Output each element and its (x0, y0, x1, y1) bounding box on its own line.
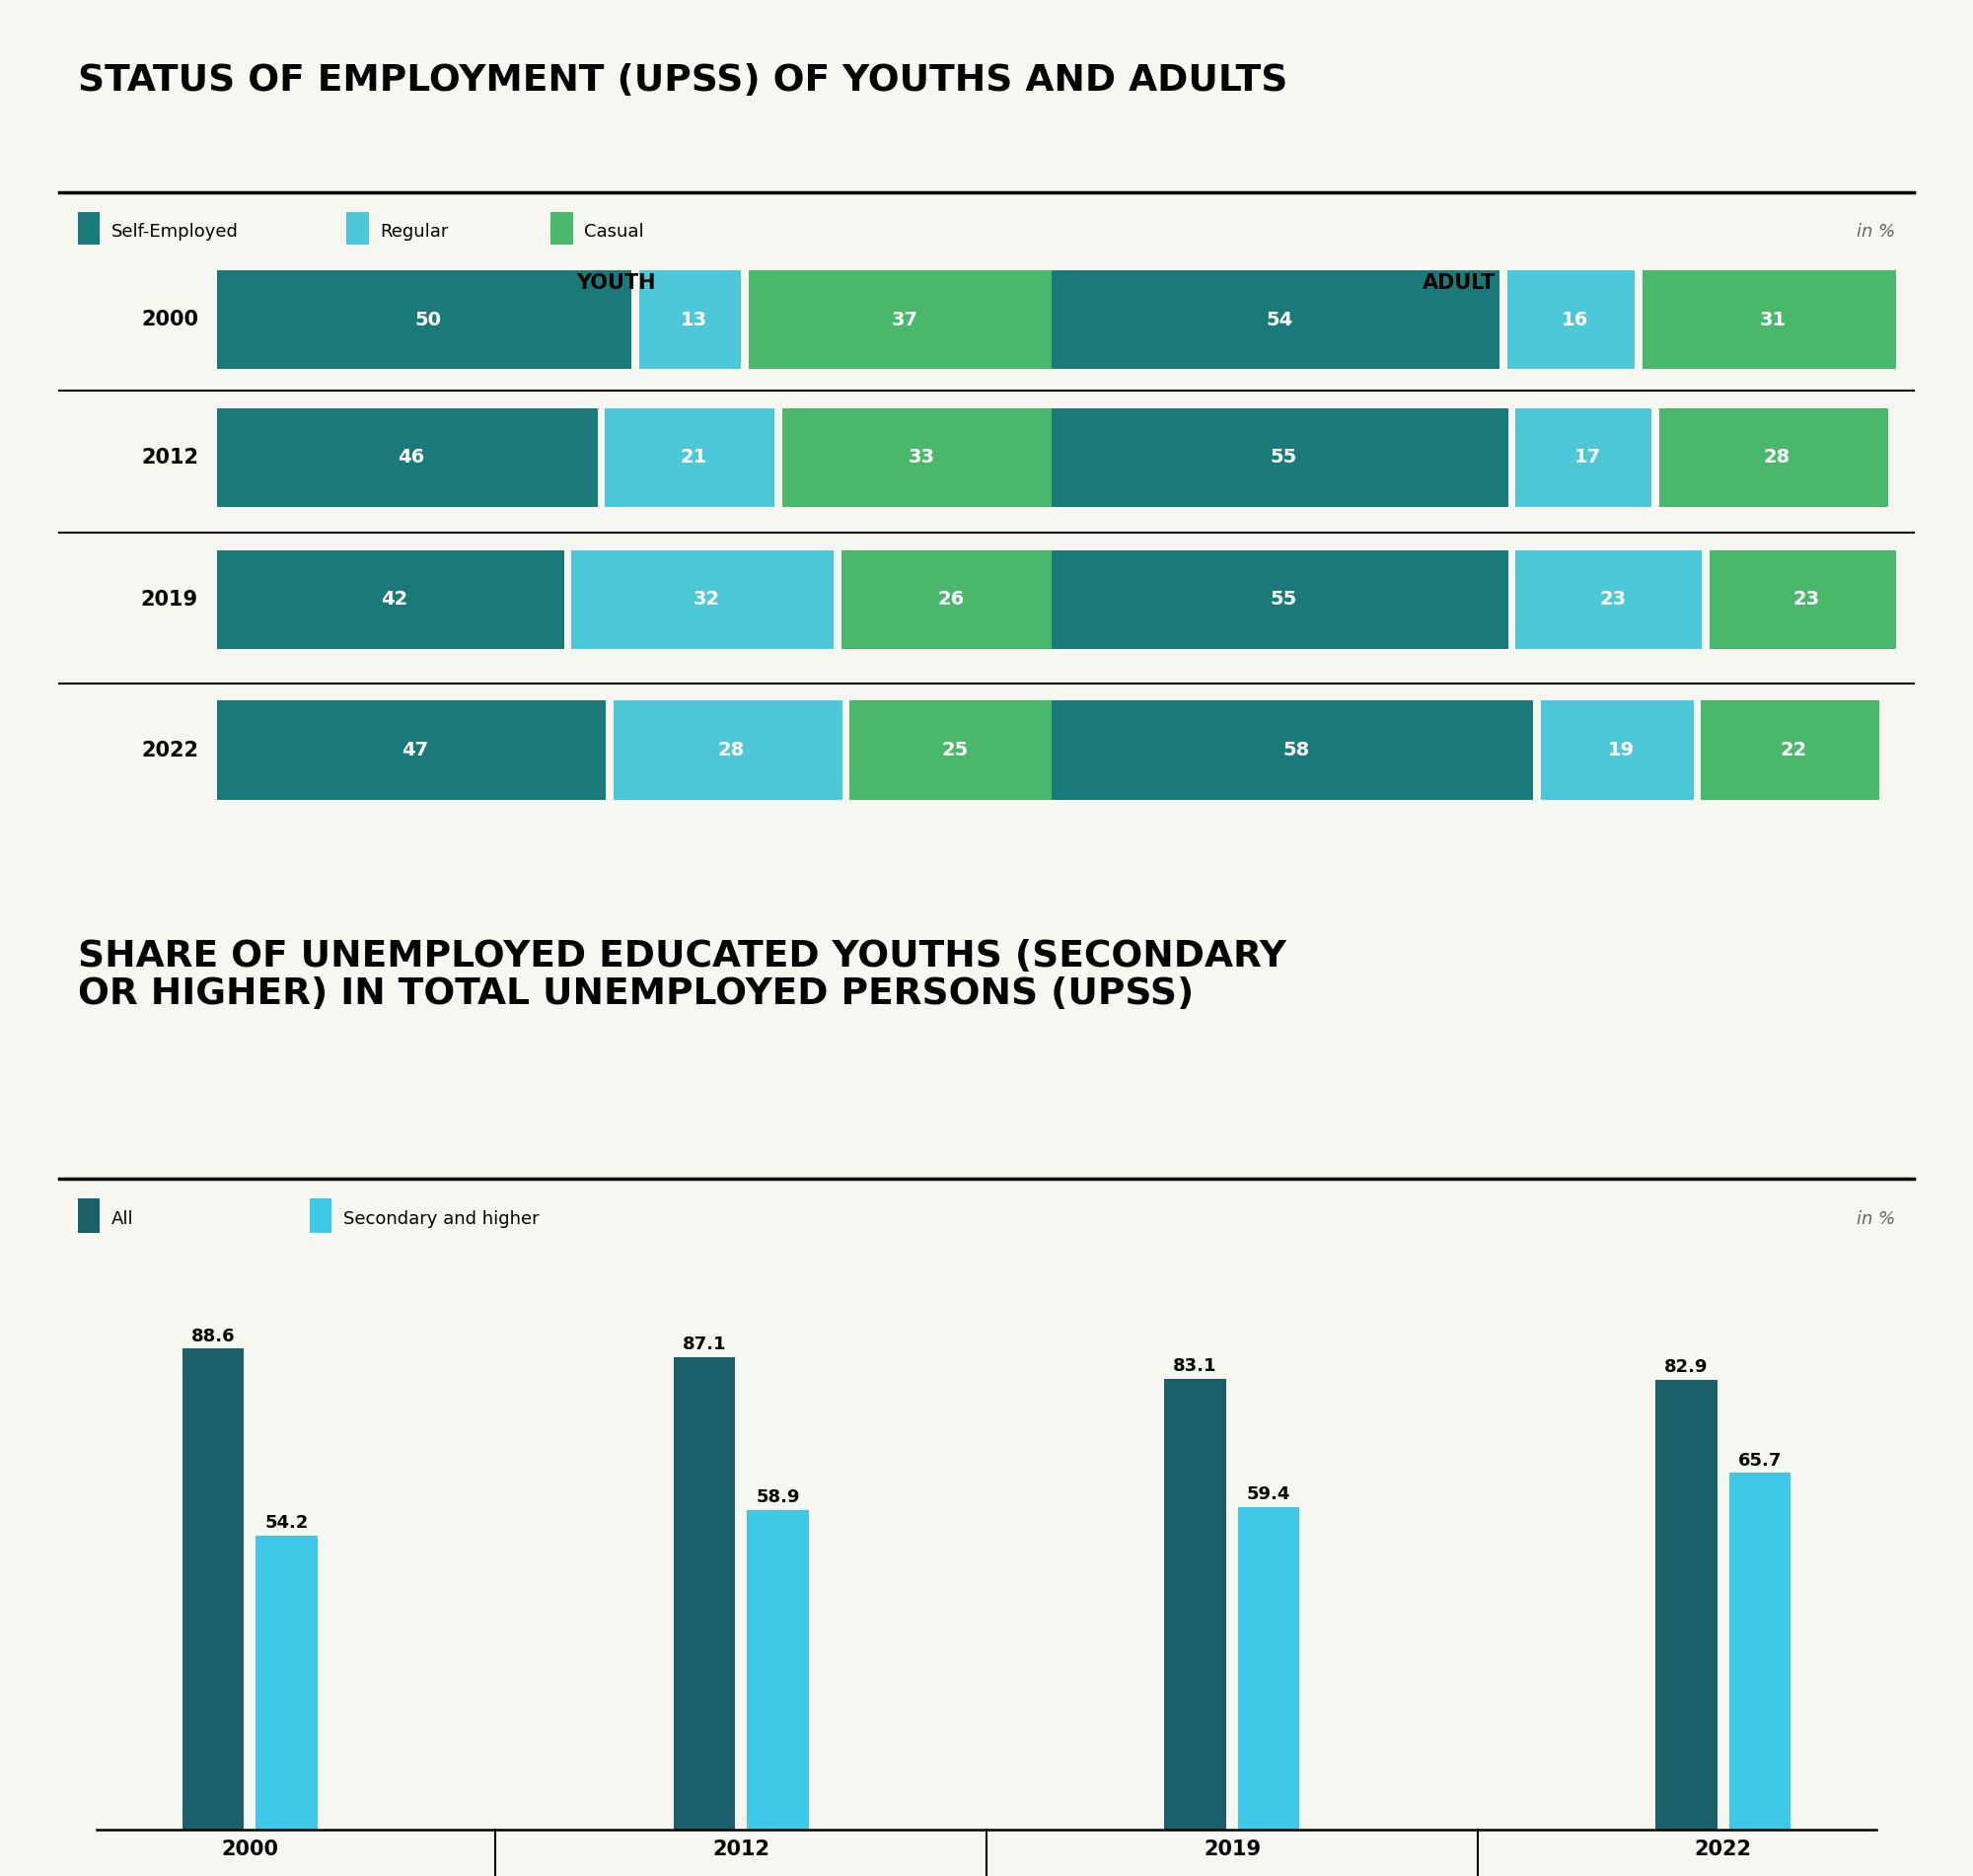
Text: 37: 37 (892, 310, 917, 328)
FancyBboxPatch shape (639, 270, 742, 370)
Text: All: All (110, 1210, 134, 1229)
Text: Self-Employed: Self-Employed (110, 223, 239, 240)
Text: Regular: Regular (381, 223, 448, 240)
Text: 2012: 2012 (142, 448, 197, 467)
Text: 19: 19 (1608, 741, 1634, 760)
FancyBboxPatch shape (1052, 550, 1507, 649)
FancyBboxPatch shape (748, 270, 1054, 370)
Text: 25: 25 (941, 741, 969, 760)
FancyBboxPatch shape (1052, 270, 1499, 370)
Text: 31: 31 (1760, 310, 1786, 328)
Text: 54: 54 (1267, 310, 1292, 328)
FancyBboxPatch shape (1711, 550, 1896, 649)
Text: 33: 33 (908, 448, 935, 467)
FancyBboxPatch shape (77, 212, 101, 244)
Text: STATUS OF EMPLOYMENT (UPSS) OF YOUTHS AND ADULTS: STATUS OF EMPLOYMENT (UPSS) OF YOUTHS AN… (77, 64, 1288, 99)
FancyBboxPatch shape (1515, 550, 1703, 649)
FancyBboxPatch shape (606, 407, 775, 507)
FancyBboxPatch shape (850, 702, 1054, 799)
FancyBboxPatch shape (217, 550, 564, 649)
FancyBboxPatch shape (217, 407, 598, 507)
FancyBboxPatch shape (614, 702, 842, 799)
Text: 32: 32 (693, 591, 720, 610)
Text: 17: 17 (1574, 448, 1600, 467)
Text: 23: 23 (1600, 591, 1626, 610)
Text: 46: 46 (397, 448, 424, 467)
Text: 13: 13 (681, 310, 706, 328)
Text: 2000: 2000 (142, 310, 197, 330)
FancyBboxPatch shape (1507, 270, 1636, 370)
Text: Casual: Casual (584, 223, 643, 240)
FancyBboxPatch shape (840, 550, 1054, 649)
FancyBboxPatch shape (1642, 270, 1896, 370)
FancyBboxPatch shape (1659, 407, 1888, 507)
Text: 21: 21 (681, 448, 706, 467)
Text: 47: 47 (402, 741, 428, 760)
Text: YOUTH: YOUTH (576, 274, 655, 293)
Text: in %: in % (1857, 1210, 1896, 1229)
Text: in %: in % (1857, 223, 1896, 240)
FancyBboxPatch shape (217, 270, 631, 370)
Text: 50: 50 (414, 310, 442, 328)
Text: 2019: 2019 (140, 589, 197, 610)
Text: 22: 22 (1780, 741, 1807, 760)
Text: 2022: 2022 (142, 741, 197, 760)
Text: 55: 55 (1271, 448, 1296, 467)
FancyBboxPatch shape (347, 212, 369, 244)
Text: 55: 55 (1271, 591, 1296, 610)
FancyBboxPatch shape (572, 550, 835, 649)
Text: SHARE OF UNEMPLOYED EDUCATED YOUTHS (SECONDARY
OR HIGHER) IN TOTAL UNEMPLOYED PE: SHARE OF UNEMPLOYED EDUCATED YOUTHS (SEC… (77, 938, 1286, 1013)
Text: 58: 58 (1282, 741, 1310, 760)
Text: 42: 42 (381, 591, 408, 610)
Text: 23: 23 (1793, 591, 1819, 610)
Text: Secondary and higher: Secondary and higher (343, 1210, 539, 1229)
FancyBboxPatch shape (310, 1199, 331, 1233)
FancyBboxPatch shape (1541, 702, 1693, 799)
Text: ADULT: ADULT (1423, 274, 1496, 293)
Text: 16: 16 (1561, 310, 1588, 328)
Text: 28: 28 (718, 741, 746, 760)
FancyBboxPatch shape (77, 1199, 101, 1233)
Text: 26: 26 (937, 591, 965, 610)
FancyBboxPatch shape (781, 407, 1054, 507)
FancyBboxPatch shape (1052, 702, 1533, 799)
Text: 28: 28 (1764, 448, 1791, 467)
FancyBboxPatch shape (217, 702, 606, 799)
FancyBboxPatch shape (1515, 407, 1651, 507)
FancyBboxPatch shape (550, 212, 572, 244)
FancyBboxPatch shape (1052, 407, 1507, 507)
FancyBboxPatch shape (1701, 702, 1880, 799)
